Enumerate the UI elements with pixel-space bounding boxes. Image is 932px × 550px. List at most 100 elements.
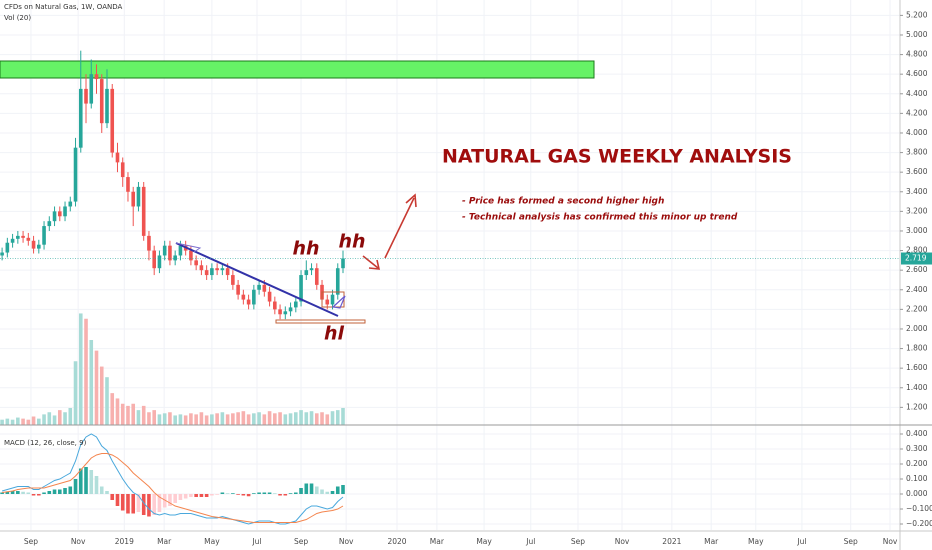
note: - Technical analysis has confirmed this … bbox=[462, 213, 738, 223]
y-tick-label: 2.200 bbox=[906, 304, 928, 313]
volume-bar bbox=[252, 413, 256, 425]
candle-body bbox=[241, 294, 246, 300]
x-tick-label: Sep bbox=[571, 537, 585, 546]
y-tick-label: −0.200 bbox=[906, 519, 932, 528]
candle-body bbox=[341, 258, 345, 269]
candle-body bbox=[173, 255, 177, 261]
volume-bar bbox=[178, 414, 183, 425]
macd-histogram-bar bbox=[215, 494, 219, 495]
volume-bar bbox=[215, 413, 219, 425]
y-tick-label: 1.200 bbox=[906, 402, 928, 411]
macd-histogram-bar bbox=[57, 489, 62, 494]
y-tick-label: 0.300 bbox=[906, 444, 928, 453]
macd-histogram-bar bbox=[236, 494, 240, 495]
macd-histogram-bar bbox=[5, 491, 10, 494]
macd-histogram-bar bbox=[262, 492, 267, 494]
candle-body bbox=[252, 289, 256, 305]
volume-bar bbox=[236, 412, 240, 425]
macd-histogram-bar bbox=[320, 489, 324, 494]
candle-body bbox=[246, 299, 251, 305]
x-tick-label: 2020 bbox=[387, 537, 406, 546]
candle-body bbox=[94, 74, 99, 80]
candle-body bbox=[26, 237, 31, 241]
pattern-label: hh bbox=[338, 231, 365, 253]
candle-body bbox=[141, 186, 146, 236]
volume-bar bbox=[52, 415, 57, 425]
candle-body bbox=[278, 309, 282, 315]
volume-bar bbox=[120, 403, 125, 425]
macd-histogram-bar bbox=[37, 494, 41, 496]
volume-bar bbox=[220, 412, 225, 425]
x-tick-label: Jul bbox=[525, 537, 535, 546]
candle-body bbox=[37, 244, 41, 249]
macd-histogram-bar bbox=[335, 486, 340, 494]
x-tick-label: Nov bbox=[71, 537, 86, 546]
macd-histogram-bar bbox=[0, 492, 4, 494]
trend-line bbox=[175, 242, 339, 317]
macd-histogram-bar bbox=[10, 491, 15, 494]
macd-histogram-bar bbox=[210, 494, 214, 496]
volume-bar bbox=[115, 398, 120, 425]
macd-histogram-bar bbox=[16, 491, 20, 494]
macd-histogram-bar bbox=[136, 494, 141, 512]
macd-histogram-bar bbox=[162, 494, 167, 508]
y-tick-label: 3.400 bbox=[906, 187, 928, 196]
volume-bar bbox=[110, 393, 115, 425]
volume-bar bbox=[231, 413, 235, 425]
macd-histogram-bar bbox=[325, 491, 330, 494]
candle-body bbox=[299, 275, 303, 302]
x-tick-label: Sep bbox=[844, 537, 858, 546]
macd-histogram-bar bbox=[189, 494, 193, 497]
macd-histogram-bar bbox=[273, 493, 277, 494]
arrow-up-head bbox=[405, 193, 417, 208]
volume-bar bbox=[335, 410, 340, 425]
candle-body bbox=[288, 307, 293, 312]
y-tick-label: −0.100 bbox=[906, 504, 932, 513]
candle-body bbox=[168, 245, 172, 261]
candle-body bbox=[147, 235, 151, 251]
macd-histogram-bar bbox=[173, 494, 177, 503]
candle-body bbox=[304, 270, 309, 276]
macd-histogram-bar bbox=[288, 493, 293, 494]
resistance-zone bbox=[0, 60, 595, 79]
volume-bar bbox=[0, 419, 4, 425]
x-tick-label: Mar bbox=[430, 537, 445, 546]
candle-body bbox=[78, 88, 83, 148]
candle-body bbox=[16, 235, 20, 239]
candle-body bbox=[204, 270, 209, 276]
macd-histogram-bar bbox=[89, 470, 94, 494]
volume-bar bbox=[246, 414, 251, 425]
macd-histogram-bar bbox=[21, 491, 25, 494]
candle-body bbox=[262, 284, 267, 292]
candle-body bbox=[131, 191, 136, 207]
candle-body bbox=[194, 260, 198, 266]
y-tick-label: 3.000 bbox=[906, 226, 928, 235]
macd-histogram-bar bbox=[257, 492, 261, 494]
volume-bar bbox=[210, 414, 214, 425]
volume-label: Vol (20) bbox=[4, 14, 31, 22]
volume-bar bbox=[173, 415, 177, 425]
y-tick-label: 4.000 bbox=[906, 128, 928, 137]
volume-bar bbox=[89, 340, 94, 425]
macd-histogram-bar bbox=[26, 492, 31, 494]
x-tick-label: Sep bbox=[294, 537, 308, 546]
macd-histogram-bar bbox=[99, 486, 104, 494]
y-tick-label: 4.200 bbox=[906, 108, 928, 117]
macd-line bbox=[2, 453, 344, 523]
macd-histogram-bar bbox=[47, 491, 52, 494]
candle-body bbox=[21, 235, 25, 238]
macd-histogram-bar bbox=[341, 485, 345, 494]
volume-bar bbox=[199, 412, 204, 425]
candle-body bbox=[10, 238, 15, 243]
candle-body bbox=[136, 186, 141, 207]
y-tick-label: 1.800 bbox=[906, 344, 928, 353]
candle-body bbox=[314, 268, 319, 285]
volume-bar bbox=[57, 410, 62, 425]
volume-bar bbox=[78, 313, 83, 425]
headline: NATURAL GAS WEEKLY ANALYSIS bbox=[442, 146, 792, 168]
volume-bar bbox=[152, 410, 156, 425]
macd-histogram-bar bbox=[115, 494, 120, 506]
candle-body bbox=[157, 255, 162, 269]
macd-histogram-bar bbox=[73, 479, 78, 494]
